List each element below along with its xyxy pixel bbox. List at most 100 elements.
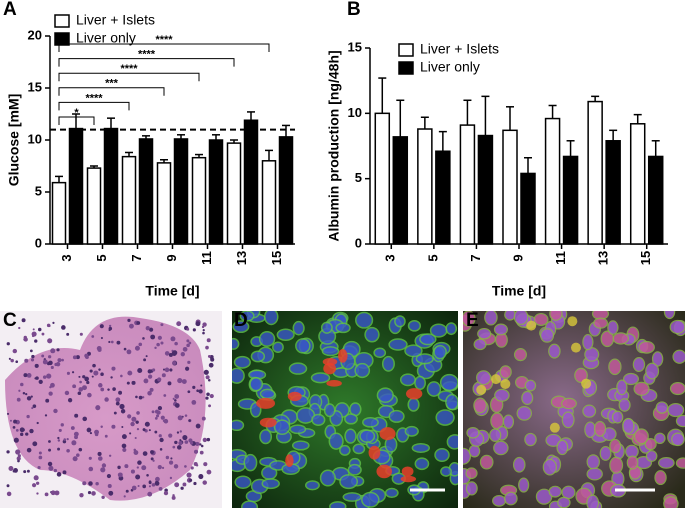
nucleus (116, 340, 121, 345)
nucleus (169, 476, 173, 480)
nucleus (150, 457, 154, 461)
cell (616, 379, 628, 396)
nucleus (26, 414, 30, 419)
nucleus (32, 328, 35, 331)
nucleus (67, 398, 73, 403)
significance-bracket (58, 116, 95, 125)
nucleus (130, 469, 135, 474)
cell (561, 411, 575, 429)
nucleus (86, 380, 90, 385)
nucleus (50, 365, 54, 370)
nucleus (151, 410, 155, 414)
nucleus (180, 351, 185, 357)
y-axis-title: Albumin production [ng/48h] (326, 50, 342, 241)
significance-label: **** (138, 49, 156, 61)
cell (243, 453, 258, 472)
nucleus (160, 341, 164, 345)
cell (533, 312, 549, 326)
nucleus (31, 331, 37, 337)
nucleus (57, 358, 62, 363)
nucleus (164, 367, 170, 373)
nucleus (25, 432, 29, 436)
significance-label: **** (155, 34, 173, 46)
cell (329, 501, 347, 508)
nucleus (110, 376, 113, 379)
cell (376, 464, 392, 479)
nucleus (53, 468, 58, 473)
nucleus (145, 326, 150, 331)
nucleus (172, 361, 177, 366)
nucleus (13, 419, 18, 424)
cell (644, 438, 657, 451)
nucleus (174, 440, 178, 445)
cell (285, 454, 294, 467)
cell (344, 413, 358, 425)
nucleus (136, 466, 139, 469)
nucleus (100, 425, 103, 428)
nucleus (30, 358, 35, 362)
cell (368, 445, 381, 460)
nucleus (108, 324, 112, 328)
cell (476, 370, 492, 386)
nucleus (123, 347, 127, 351)
nucleus (88, 456, 92, 460)
nucleus (35, 481, 40, 485)
nucleus (178, 441, 183, 446)
cell (256, 397, 276, 409)
bar (226, 142, 242, 245)
bar (278, 136, 294, 245)
cell (540, 328, 555, 343)
cell (384, 487, 399, 499)
nucleus (117, 472, 123, 478)
nucleus (174, 399, 177, 402)
nucleus (173, 464, 179, 469)
cell (446, 434, 458, 450)
nucleus (174, 403, 180, 408)
nucleus (29, 349, 33, 353)
nucleus (142, 396, 145, 399)
nucleus (157, 465, 162, 470)
nucleus (154, 409, 160, 414)
cell (232, 367, 245, 384)
nucleus (133, 448, 137, 452)
cell (339, 474, 359, 490)
cell (355, 311, 374, 329)
nucleus (91, 491, 96, 496)
nucleus (186, 339, 190, 343)
nucleus (138, 342, 143, 347)
cell (669, 382, 685, 396)
cell (607, 320, 619, 335)
cell (513, 311, 529, 326)
nucleus (38, 379, 43, 385)
bar (562, 155, 579, 245)
cell (675, 414, 685, 428)
nucleus (23, 335, 27, 340)
nucleus (144, 421, 150, 427)
legend-label: Liver + Islets (76, 12, 155, 28)
nucleus (176, 431, 180, 434)
nucleus (58, 428, 62, 432)
nucleus (187, 360, 191, 364)
cell (609, 438, 622, 454)
nucleus (121, 425, 124, 428)
nucleus (120, 374, 123, 378)
nucleus (206, 338, 211, 343)
cell (518, 477, 530, 493)
nucleus (54, 490, 60, 496)
nucleus (66, 437, 69, 441)
nucleus (161, 373, 166, 378)
cell (612, 332, 630, 345)
nucleus (118, 390, 123, 395)
nucleus (36, 421, 39, 425)
nucleus (46, 361, 51, 366)
cell (411, 442, 430, 453)
nucleus (60, 423, 64, 427)
nucleus (26, 469, 30, 473)
nucleus (154, 417, 158, 420)
cell (440, 466, 452, 477)
nucleus (177, 377, 183, 384)
y-tick-label: 15 (28, 79, 42, 94)
nucleus (185, 366, 190, 371)
cell (287, 391, 302, 402)
